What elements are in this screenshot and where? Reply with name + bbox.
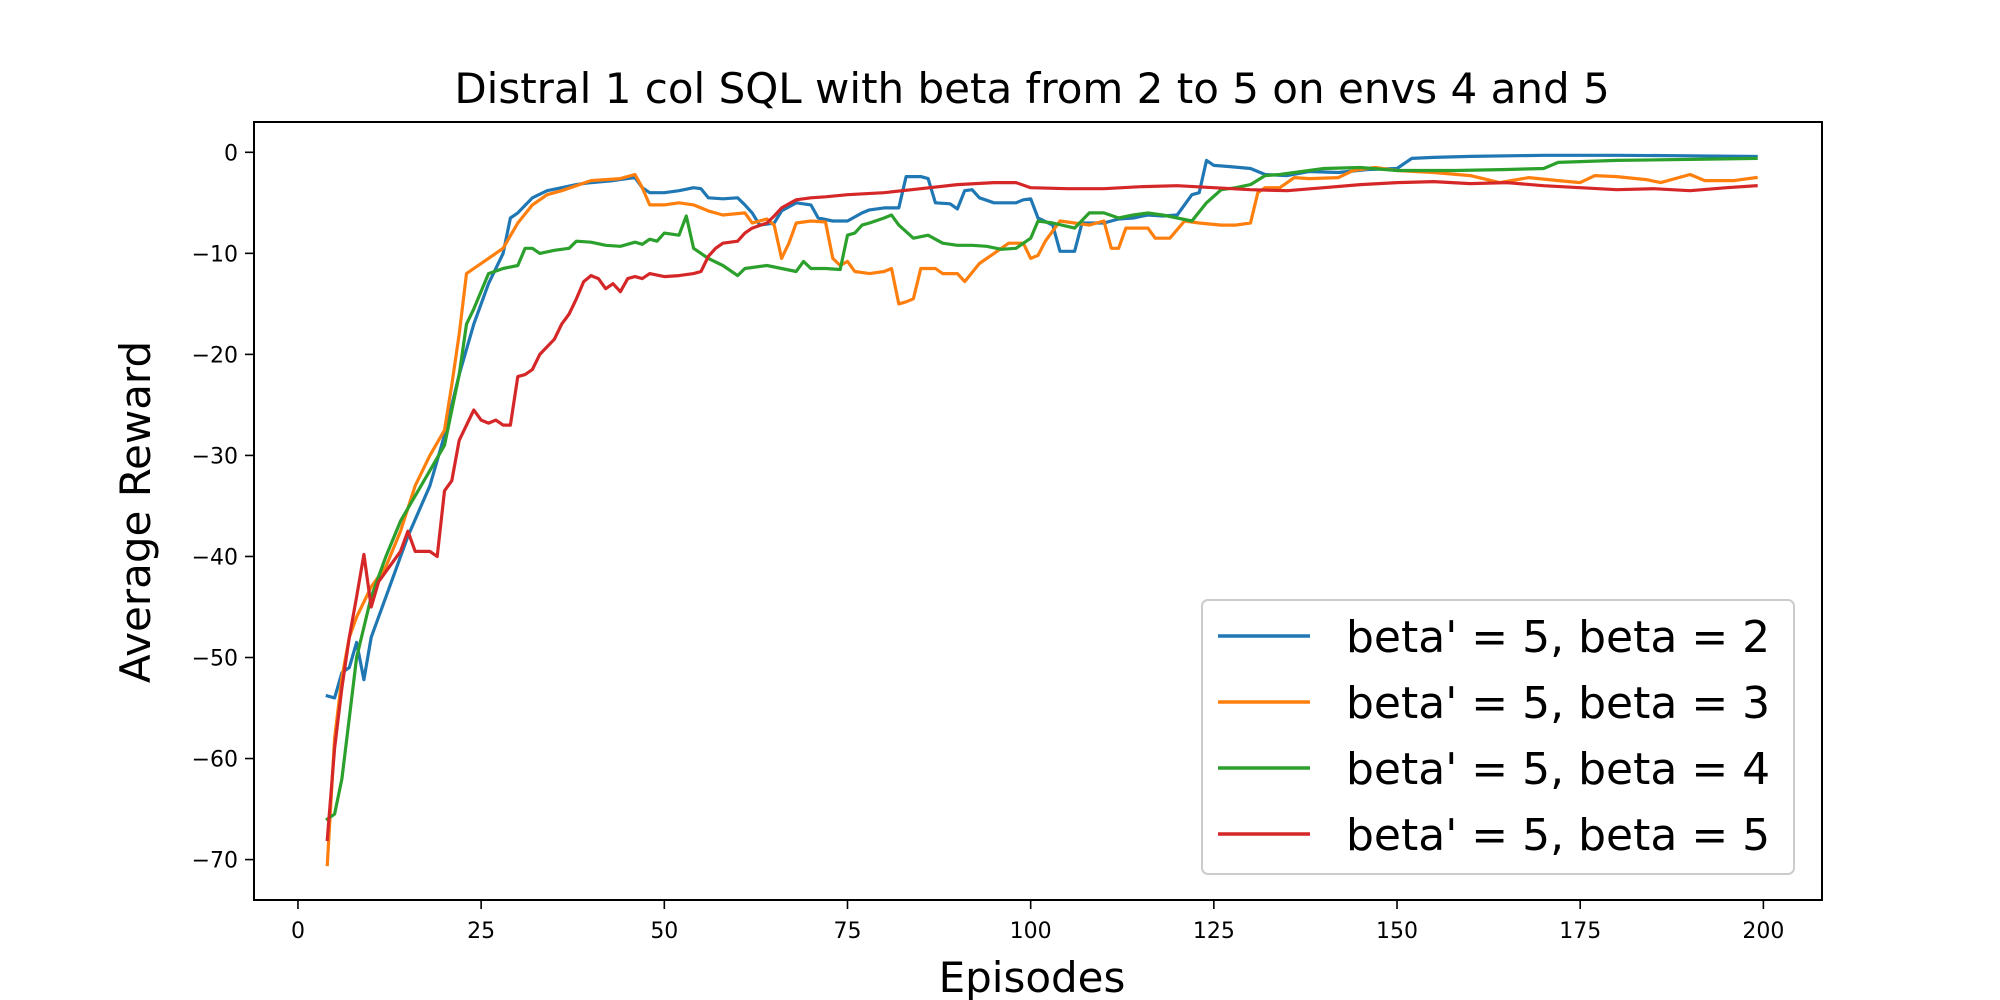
legend: beta' = 5, beta = 2 beta' = 5, beta = 3 be… <box>1201 599 1795 875</box>
legend-entry: beta' = 5, beta = 5 <box>1346 810 1770 861</box>
series-line-2 <box>325 165 1758 867</box>
y-axis-label: Average Reward <box>111 341 160 683</box>
y-tick-label: −10 <box>192 242 238 267</box>
x-tick-label: 50 <box>650 919 678 944</box>
x-tick-label: 200 <box>1742 919 1784 944</box>
y-tick-label: −40 <box>192 545 238 570</box>
x-tick-label: 150 <box>1376 919 1418 944</box>
x-tick-label: 75 <box>833 919 861 944</box>
x-tick-label: 0 <box>291 919 305 944</box>
x-axis: 0 25 50 75 100 125 150 175 200 <box>291 900 1784 944</box>
y-tick-label: 0 <box>224 141 238 166</box>
x-tick-label: 25 <box>467 919 495 944</box>
legend-entry: beta' = 5, beta = 2 <box>1346 612 1770 663</box>
chart-title: Distral 1 col SQL with beta from 2 to 5 … <box>454 64 1609 113</box>
x-tick-label: 100 <box>1010 919 1052 944</box>
y-tick-label: −50 <box>192 647 238 672</box>
plot-frame <box>253 121 1823 901</box>
y-tick-label: −20 <box>192 343 238 368</box>
legend-entry: beta' = 5, beta = 4 <box>1346 744 1770 795</box>
y-axis: 0 −10 −20 −30 −40 −50 −60 −70 <box>192 141 254 874</box>
y-tick-label: −70 <box>192 849 238 874</box>
series-line-3 <box>325 156 1758 822</box>
series-line-1 <box>325 153 1758 700</box>
y-tick-label: −60 <box>192 748 238 773</box>
legend-box <box>1201 599 1795 875</box>
x-axis-label: Episodes <box>939 953 1126 1000</box>
plot-area <box>325 153 1758 867</box>
y-tick-label: −30 <box>192 444 238 469</box>
legend-entry: beta' = 5, beta = 3 <box>1346 678 1770 729</box>
series-line-4 <box>325 180 1758 842</box>
x-tick-label: 125 <box>1193 919 1235 944</box>
x-tick-label: 175 <box>1559 919 1601 944</box>
